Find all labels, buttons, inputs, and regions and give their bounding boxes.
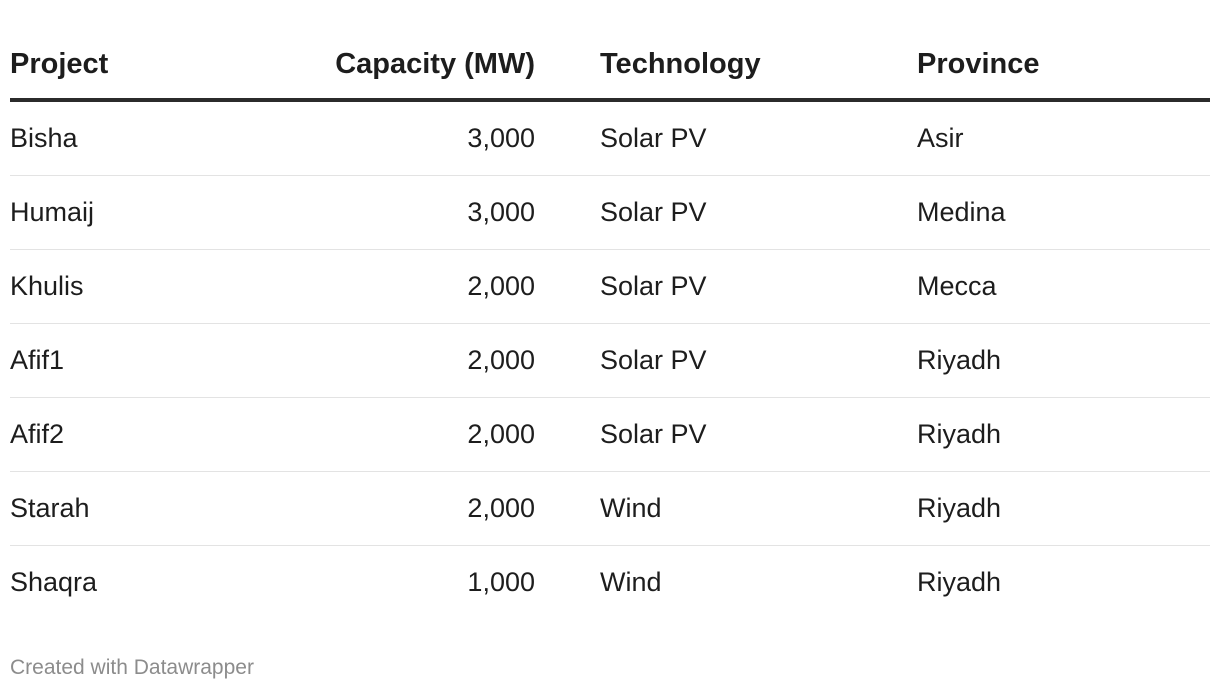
cell-province: Riyadh	[917, 323, 1210, 398]
table-row: Afif2 2,000 Solar PV Riyadh	[10, 397, 1210, 472]
cell-capacity: 3,000	[272, 175, 535, 250]
table-row: Afif1 2,000 Solar PV Riyadh	[10, 323, 1210, 398]
cell-project: Khulis	[10, 249, 272, 324]
table-row: Bisha 3,000 Solar PV Asir	[10, 100, 1210, 176]
datawrapper-credit[interactable]: Created with Datawrapper	[10, 656, 254, 679]
table-row: Starah 2,000 Wind Riyadh	[10, 471, 1210, 546]
cell-project: Starah	[10, 471, 272, 546]
cell-technology: Solar PV	[535, 397, 917, 472]
cell-project: Humaij	[10, 175, 272, 250]
cell-capacity: 2,000	[272, 471, 535, 546]
column-header-capacity[interactable]: Capacity (MW)	[272, 30, 535, 102]
cell-capacity: 3,000	[272, 100, 535, 176]
cell-province: Riyadh	[917, 471, 1210, 546]
table-row: Shaqra 1,000 Wind Riyadh	[10, 546, 1210, 620]
cell-capacity: 2,000	[272, 397, 535, 472]
column-header-technology[interactable]: Technology	[535, 30, 917, 102]
cell-capacity: 2,000	[272, 323, 535, 398]
column-header-province[interactable]: Province	[917, 30, 1210, 102]
column-header-project[interactable]: Project	[10, 30, 272, 102]
table-body: Bisha 3,000 Solar PV Asir Humaij 3,000 S…	[10, 100, 1210, 619]
cell-province: Medina	[917, 175, 1210, 250]
cell-province: Mecca	[917, 249, 1210, 324]
cell-province: Asir	[917, 100, 1210, 176]
cell-technology: Wind	[600, 567, 662, 597]
data-table: Project Capacity (MW) Technology Provinc…	[10, 30, 1210, 619]
cell-project: Shaqra	[10, 567, 98, 597]
cell-technology: Solar PV	[535, 323, 917, 398]
cell-project: Afif2	[10, 397, 272, 472]
cell-project: Bisha	[10, 100, 272, 176]
table-row: Khulis 2,000 Solar PV Mecca	[10, 249, 1210, 324]
cell-technology: Wind	[535, 471, 917, 546]
cell-province: Riyadh	[917, 397, 1210, 472]
cell-technology: Solar PV	[535, 175, 917, 250]
cell-capacity: 1,000	[467, 567, 535, 597]
header-row: Project Capacity (MW) Technology Provinc…	[10, 30, 1210, 102]
cell-technology: Solar PV	[535, 249, 917, 324]
table-header: Project Capacity (MW) Technology Provinc…	[10, 30, 1210, 102]
cell-capacity: 2,000	[272, 249, 535, 324]
cell-project: Afif1	[10, 323, 272, 398]
table-row: Humaij 3,000 Solar PV Medina	[10, 175, 1210, 250]
cell-technology: Solar PV	[535, 100, 917, 176]
data-table-container: Project Capacity (MW) Technology Provinc…	[10, 30, 1210, 619]
cell-province: Riyadh	[917, 567, 1002, 597]
